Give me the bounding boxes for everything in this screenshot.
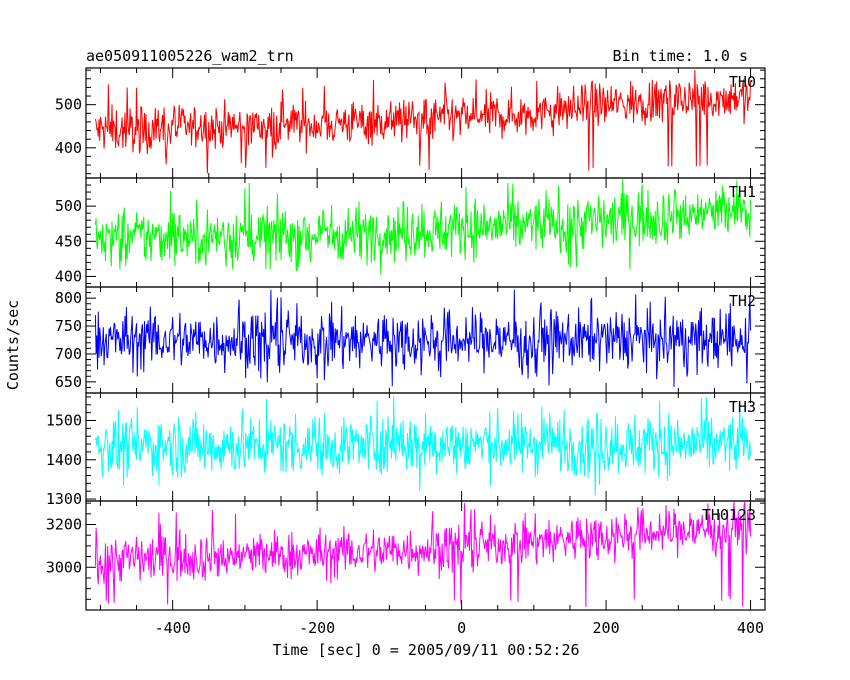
y-tick-label: 650 — [55, 373, 82, 391]
panel-frame — [85, 286, 766, 394]
y-tick-label: 3200 — [46, 516, 82, 534]
x-axis-label: Time [sec] 0 = 2005/09/11 00:52:26 — [272, 641, 579, 659]
y-tick-label: 1500 — [46, 411, 82, 429]
series-th0 — [94, 69, 752, 174]
y-tick-label: 750 — [55, 317, 82, 335]
panel-label: TH3 — [729, 398, 756, 416]
x-tick-label: 0 — [457, 619, 466, 637]
y-tick-label: 450 — [55, 232, 82, 250]
y-tick-label: 500 — [55, 197, 82, 215]
y-tick-label: 1400 — [46, 451, 82, 469]
y-tick-label: 500 — [55, 96, 82, 114]
panel-th0123: TH0123 3000 3200 — [46, 500, 766, 611]
panel-label: TH0 — [729, 73, 756, 91]
panel-th2: TH2 650 700 750 800 — [55, 286, 766, 394]
y-axis-label: Counts/sec — [4, 300, 22, 390]
series-th2 — [94, 289, 752, 388]
panel-th1: TH1 400 450 500 — [55, 177, 766, 288]
panels: TH0 400 500 TH1 400 450 500 TH2 650 700 750 800 TH3 1… — [46, 67, 766, 637]
panel-th3: TH3 1300 1400 1500 — [46, 392, 766, 508]
panel-label: TH0123 — [702, 506, 756, 524]
chart-title: ae050911005226_wam2_trn — [86, 47, 294, 65]
panel-th0: TH0 400 500 — [55, 67, 766, 179]
x-tick-label: -200 — [299, 619, 335, 637]
x-tick-label: -400 — [155, 619, 191, 637]
x-tick-label: 400 — [737, 619, 764, 637]
y-tick-label: 800 — [55, 289, 82, 307]
panel-label: TH1 — [729, 183, 756, 201]
panel-frame — [85, 500, 766, 611]
y-tick-label: 1300 — [46, 490, 82, 508]
y-tick-label: 3000 — [46, 558, 82, 576]
series-th1 — [94, 179, 752, 275]
panel-label: TH2 — [729, 292, 756, 310]
y-tick-label: 400 — [55, 267, 82, 285]
series-th0123 — [94, 501, 752, 608]
bin-time-label: Bin time: 1.0 s — [613, 47, 748, 65]
y-tick-label: 700 — [55, 345, 82, 363]
x-tick-label: 200 — [593, 619, 620, 637]
y-tick-label: 400 — [55, 139, 82, 157]
series-th3 — [94, 396, 752, 496]
